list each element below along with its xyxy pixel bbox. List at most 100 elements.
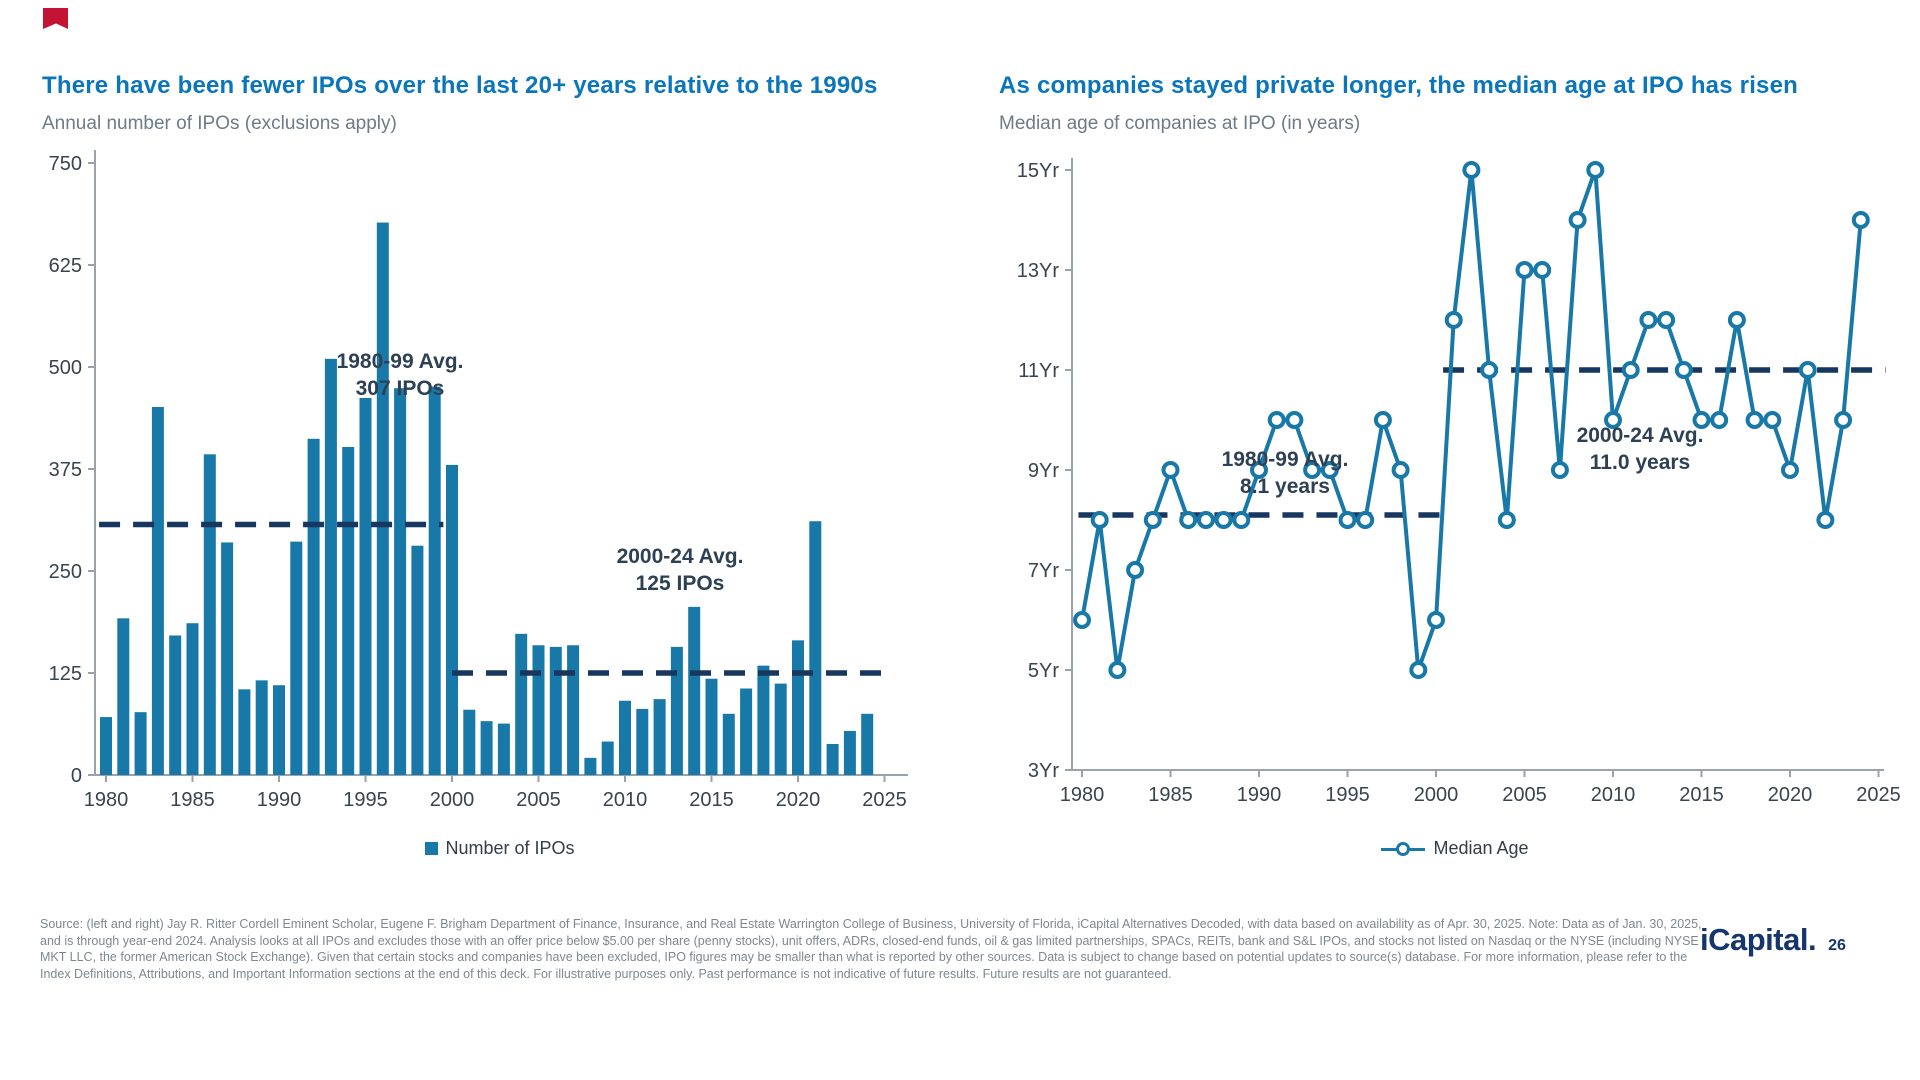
right-chart-legend: Median Age [1295,838,1615,859]
point-1993 [1303,461,1322,479]
icapital-logo-text: iCapital. [1700,922,1817,957]
y-tick-label: 375 [49,459,82,481]
bar-1983 [151,406,164,775]
y-tick-label: 9Yr [1028,460,1059,482]
point-2022 [1816,511,1835,529]
y-tick-label: 625 [49,255,82,277]
point-1992 [1285,411,1304,429]
bar-2002 [480,721,493,775]
icapital-logo: iCapital. 26 [1700,922,1846,958]
bar-2016 [722,713,735,775]
left-chart-title: There have been fewer IPOs over the last… [42,72,878,99]
y-tick-label: 250 [49,561,82,583]
y-tick-label: 3Yr [1028,760,1059,782]
point-2017 [1727,311,1746,329]
x-tick-label: 2020 [776,789,821,811]
y-tick-label: 13Yr [1017,260,1060,282]
bar-1994 [342,446,355,775]
bar-1986 [203,454,216,775]
y-tick-label: 15Yr [1017,160,1060,182]
bar-2000 [446,464,458,775]
point-1990 [1250,461,1268,479]
point-1997 [1373,411,1392,429]
bar-2024 [861,713,874,775]
point-1994 [1320,461,1339,479]
bar-1982 [134,712,147,775]
annotation-line: 1980-99 Avg. [336,350,464,373]
bar-1992 [307,438,320,775]
point-1988 [1214,511,1233,529]
point-1980 [1073,611,1091,629]
bar-1984 [169,635,182,775]
line-legend-marker-icon [1381,841,1426,856]
x-tick-label: 2025 [862,789,907,811]
bar-2023 [843,730,856,775]
y-tick-label: 5Yr [1028,660,1059,682]
right-avg-1980-99-annotation: 1980-99 Avg. 8.1 years [1115,446,1455,500]
legend-label: Median Age [1433,838,1529,858]
point-1983 [1126,561,1145,579]
page-number: 26 [1828,937,1846,954]
bar-1989 [255,680,268,775]
x-tick-label: 1980 [84,789,129,811]
y-tick-label: 7Yr [1028,560,1059,582]
bar-2007 [567,645,580,775]
point-1996 [1356,511,1375,529]
point-1995 [1338,511,1357,529]
annotation-line: 2000-24 Avg. [1576,424,1704,447]
bar-2022 [826,743,839,775]
left-avg-2000-24-annotation: 2000-24 Avg. 125 IPOs [510,543,850,597]
y-tick-label: 125 [49,663,82,685]
point-2011 [1621,361,1640,379]
right-chart-subtitle: Median age of companies at IPO (in years… [999,113,1361,134]
point-2016 [1710,411,1729,429]
bar-2006 [549,646,562,775]
bar-2015 [705,678,718,775]
left-chart-subtitle: Annual number of IPOs (exclusions apply) [42,113,397,134]
point-2015 [1692,411,1711,429]
point-1991 [1267,411,1286,429]
point-1981 [1090,511,1109,529]
point-2013 [1657,311,1676,329]
bar-2009 [601,741,614,775]
y-tick-label: 500 [49,357,82,379]
point-2014 [1674,361,1693,379]
point-2010 [1604,411,1622,429]
point-2005 [1515,261,1534,279]
x-tick-label: 2020 [1768,784,1813,806]
point-2020 [1781,461,1799,479]
left-avg-1980-99-annotation: 1980-99 Avg. 307 IPOs [230,348,570,402]
bar-1987 [221,542,234,775]
point-2019 [1763,411,1782,429]
point-2001 [1444,311,1463,329]
bar-2005 [532,645,545,775]
point-2024 [1851,211,1870,229]
point-1984 [1143,511,1162,529]
x-tick-label: 1990 [257,789,302,811]
y-tick-label: 11Yr [1018,360,1059,382]
x-tick-label: 2010 [1591,784,1636,806]
x-tick-label: 2015 [689,789,734,811]
bar-2010 [619,700,631,775]
bar-1998 [411,545,424,775]
bar-1993 [324,358,337,775]
source-note-line: MKT LLC, the former American Stock Excha… [40,950,1688,964]
bar-2011 [636,708,649,775]
x-tick-label: 2000 [1414,784,1459,806]
x-tick-label: 2015 [1679,784,1724,806]
y-tick-label: 0 [71,765,82,787]
point-2009 [1586,161,1605,179]
bar-1997 [394,388,407,775]
bar-2021 [809,521,822,775]
point-1982 [1108,661,1127,679]
bar-1996 [376,222,389,775]
x-tick-label: 2010 [603,789,648,811]
point-2004 [1497,511,1516,529]
bar-2018 [757,665,770,775]
bar-1999 [428,386,441,775]
bar-1991 [290,541,303,775]
bar-1988 [238,689,251,775]
bar-2013 [670,646,683,775]
point-1985 [1161,461,1180,479]
